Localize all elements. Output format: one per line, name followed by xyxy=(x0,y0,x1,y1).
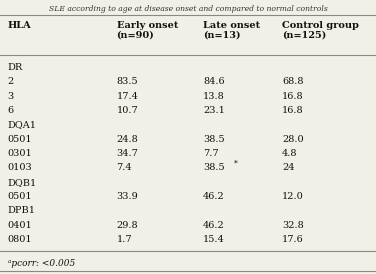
Text: 0501: 0501 xyxy=(8,135,32,144)
Text: 17.6: 17.6 xyxy=(282,235,304,244)
Text: 34.7: 34.7 xyxy=(117,149,138,158)
Text: 24: 24 xyxy=(282,163,294,172)
Text: 46.2: 46.2 xyxy=(203,192,225,201)
Text: 12.0: 12.0 xyxy=(282,192,304,201)
Text: ᵃpcorr: <0.005: ᵃpcorr: <0.005 xyxy=(8,259,75,268)
Text: 0801: 0801 xyxy=(8,235,32,244)
Text: 24.8: 24.8 xyxy=(117,135,138,144)
Text: *: * xyxy=(234,160,238,168)
Text: 17.4: 17.4 xyxy=(117,92,138,101)
Text: 3: 3 xyxy=(8,92,14,101)
Text: Late onset
(n=13): Late onset (n=13) xyxy=(203,21,260,40)
Text: 29.8: 29.8 xyxy=(117,221,138,230)
Text: 33.9: 33.9 xyxy=(117,192,138,201)
Text: 23.1: 23.1 xyxy=(203,106,225,115)
Text: 38.5: 38.5 xyxy=(203,135,225,144)
Text: DQB1: DQB1 xyxy=(8,178,37,187)
Text: 6: 6 xyxy=(8,106,14,115)
Text: 10.7: 10.7 xyxy=(117,106,138,115)
Text: 0401: 0401 xyxy=(8,221,32,230)
Text: 84.6: 84.6 xyxy=(203,77,225,86)
Text: 83.5: 83.5 xyxy=(117,77,138,86)
Text: SLE according to age at disease onset and compared to normal controls: SLE according to age at disease onset an… xyxy=(49,5,327,13)
Text: DPB1: DPB1 xyxy=(8,206,35,215)
Text: 13.8: 13.8 xyxy=(203,92,225,101)
Text: DR: DR xyxy=(8,63,23,72)
Text: 68.8: 68.8 xyxy=(282,77,303,86)
Text: 0103: 0103 xyxy=(8,163,32,172)
Text: Early onset
(n=90): Early onset (n=90) xyxy=(117,21,178,40)
Text: HLA: HLA xyxy=(8,21,31,30)
Text: 0301: 0301 xyxy=(8,149,32,158)
Text: 16.8: 16.8 xyxy=(282,92,304,101)
Text: 46.2: 46.2 xyxy=(203,221,225,230)
Text: 38.5: 38.5 xyxy=(203,163,225,172)
Text: 0501: 0501 xyxy=(8,192,32,201)
Text: 15.4: 15.4 xyxy=(203,235,225,244)
Text: 2: 2 xyxy=(8,77,14,86)
Text: 7.7: 7.7 xyxy=(203,149,219,158)
Text: 28.0: 28.0 xyxy=(282,135,304,144)
Text: DQA1: DQA1 xyxy=(8,120,36,129)
Text: Control group
(n=125): Control group (n=125) xyxy=(282,21,359,40)
Text: 7.4: 7.4 xyxy=(117,163,132,172)
Text: 1.7: 1.7 xyxy=(117,235,132,244)
Text: 16.8: 16.8 xyxy=(282,106,304,115)
Text: 4.8: 4.8 xyxy=(282,149,297,158)
Text: 32.8: 32.8 xyxy=(282,221,304,230)
